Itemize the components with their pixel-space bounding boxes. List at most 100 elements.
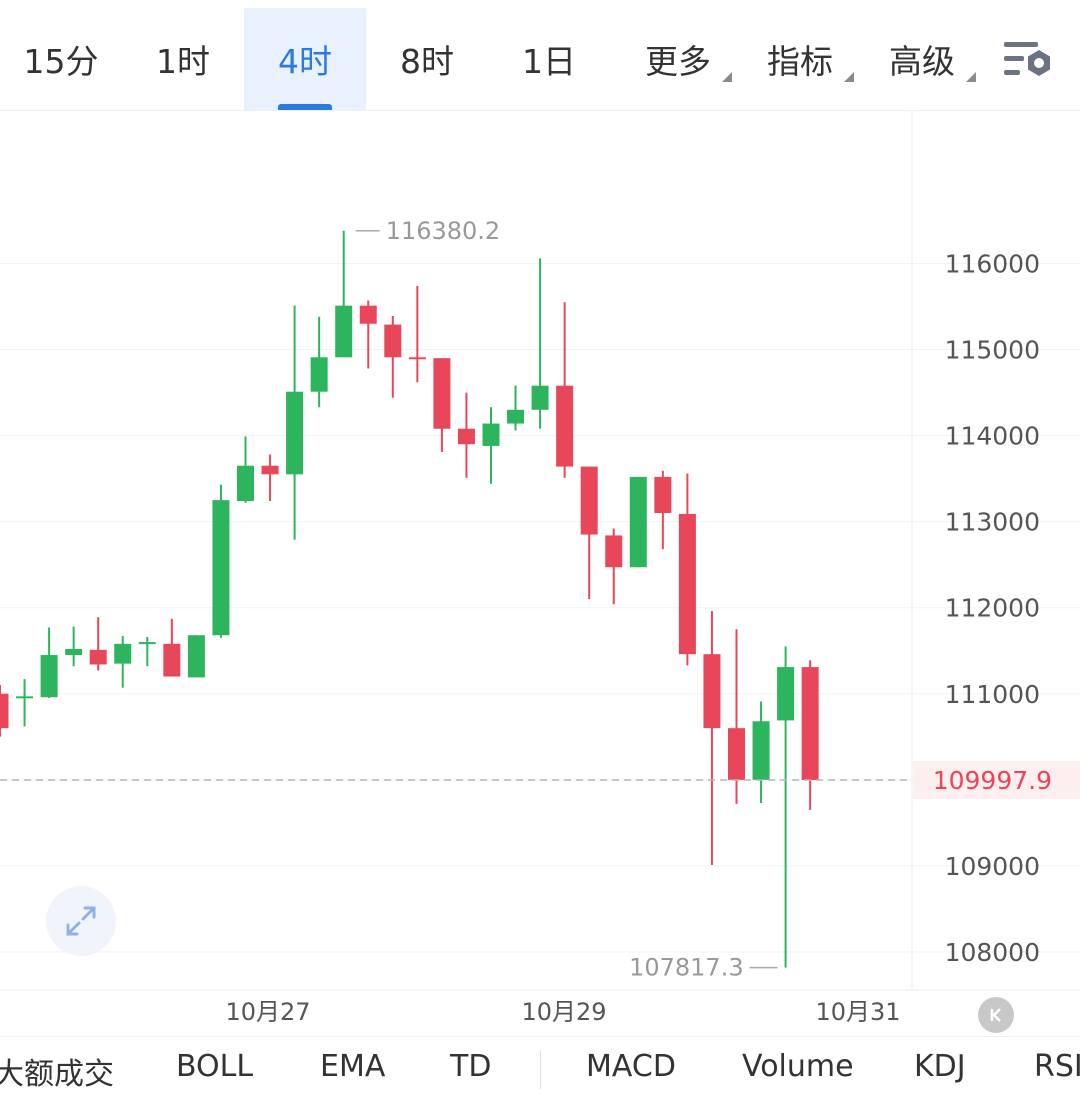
candle — [335, 230, 353, 358]
candle-body — [728, 728, 745, 780]
candle — [457, 392, 475, 478]
tab-label: 高级 — [889, 42, 955, 81]
dropdown-corner-icon — [844, 72, 854, 82]
candle — [678, 473, 696, 666]
candle — [777, 646, 795, 968]
candle — [114, 636, 132, 688]
tab-label: 1日 — [522, 42, 576, 81]
price-tick-label: 116000 — [945, 250, 1040, 279]
candle — [408, 285, 426, 383]
expand-icon — [66, 906, 96, 936]
price-tick-label: 112000 — [945, 594, 1040, 623]
tab-more-dropdown[interactable]: 更多 — [626, 8, 732, 110]
chart-overlays: 109997.9 116380.2 107817.3 — [0, 217, 1080, 982]
candle — [359, 300, 377, 369]
candle — [728, 629, 745, 804]
indicator-ema[interactable]: EMA — [320, 1049, 386, 1084]
candle-body — [0, 693, 9, 729]
time-tick-label: 10月27 — [225, 998, 310, 1026]
indicator-macd[interactable]: MACD — [586, 1049, 676, 1084]
candle — [384, 315, 402, 398]
candle-body — [678, 513, 696, 655]
indicator-td[interactable]: TD — [450, 1049, 492, 1084]
candle — [89, 617, 107, 671]
candle — [580, 466, 598, 600]
candlestick-chart[interactable]: 116000 115000 114000 113000 112000 111000 1090… — [0, 110, 1080, 1030]
candle-body — [556, 385, 574, 467]
tab-1d[interactable]: 1日 — [488, 8, 610, 110]
candle-body — [310, 357, 328, 392]
timeframe-bar: 15分 1时 4时 8时 1日 更多 指标 高级 — [0, 0, 1080, 111]
indicator-divider — [540, 1051, 541, 1089]
time-tick-label: 10月31 — [815, 998, 900, 1026]
candle-body — [752, 721, 770, 780]
scroll-to-start-button[interactable] — [978, 997, 1014, 1033]
candle-body — [703, 654, 721, 729]
candle — [507, 385, 525, 431]
candle-body — [629, 476, 647, 568]
indicator-rsi[interactable]: RSI — [1034, 1049, 1080, 1084]
candles — [0, 230, 819, 968]
tab-label: 4时 — [278, 42, 332, 81]
tab-label: 指标 — [767, 42, 833, 81]
candle — [556, 302, 574, 478]
indicator-boll[interactable]: BOLL — [176, 1049, 254, 1084]
high-price-label: 116380.2 — [386, 217, 501, 245]
candle — [163, 618, 181, 677]
candle-body — [482, 423, 500, 446]
candle — [286, 305, 304, 540]
candle-body — [261, 465, 279, 475]
candle-body — [580, 466, 598, 535]
candle — [801, 660, 819, 810]
chart-settings-icon[interactable] — [1000, 36, 1056, 84]
indicator-bar: 大额成交 BOLL EMA TD MACD Volume KDJ RSI — [0, 1036, 1080, 1102]
candle — [654, 470, 672, 550]
candle-body — [433, 358, 451, 429]
candle — [138, 636, 156, 667]
candle — [187, 635, 205, 678]
candle-body — [89, 649, 107, 665]
candle-body — [40, 655, 58, 698]
indicator-kdj[interactable]: KDJ — [914, 1049, 966, 1084]
low-price-label: 107817.3 — [629, 954, 744, 982]
tab-4h[interactable]: 4时 — [244, 8, 366, 110]
price-tick-label: 108000 — [945, 938, 1040, 967]
candle — [65, 626, 83, 667]
collapse-left-icon — [990, 1008, 1001, 1022]
time-tick-label: 10月29 — [521, 998, 606, 1026]
tab-8h[interactable]: 8时 — [366, 8, 488, 110]
candle-body — [212, 500, 230, 636]
candle — [605, 528, 623, 605]
current-price-tag — [913, 760, 1080, 799]
time-axis-labels: 10月27 10月29 10月31 — [225, 998, 900, 1026]
fullscreen-button[interactable] — [46, 886, 116, 956]
chart-canvas[interactable]: 116000 115000 114000 113000 112000 111000 1090… — [0, 110, 1080, 1030]
candle — [482, 407, 500, 484]
tab-indicators-dropdown[interactable]: 指标 — [748, 8, 854, 110]
candle — [629, 476, 647, 568]
candle-body — [777, 667, 795, 721]
candle-body — [187, 635, 205, 678]
current-price-label: 109997.9 — [933, 766, 1052, 795]
candle-body — [384, 324, 402, 358]
indicator-large-trades[interactable]: 大额成交 — [0, 1057, 114, 1092]
indicator-volume[interactable]: Volume — [742, 1049, 854, 1084]
tab-advanced-dropdown[interactable]: 高级 — [870, 8, 976, 110]
candle-body — [654, 476, 672, 514]
dropdown-corner-icon — [722, 72, 732, 82]
tab-label: 15分 — [23, 42, 99, 81]
candle — [433, 358, 451, 452]
tab-label: 1时 — [156, 42, 210, 81]
candle — [703, 611, 721, 865]
candle-body — [359, 305, 377, 324]
candle — [40, 627, 58, 699]
price-tick-label: 113000 — [945, 508, 1040, 537]
tab-15min[interactable]: 15分 — [0, 8, 122, 110]
candle-body — [801, 667, 819, 780]
candle-body — [114, 643, 132, 664]
tab-label: 更多 — [645, 42, 711, 81]
candle-body — [163, 643, 181, 677]
candle-body — [408, 357, 426, 360]
tab-1h[interactable]: 1时 — [122, 8, 244, 110]
candle — [531, 258, 549, 429]
